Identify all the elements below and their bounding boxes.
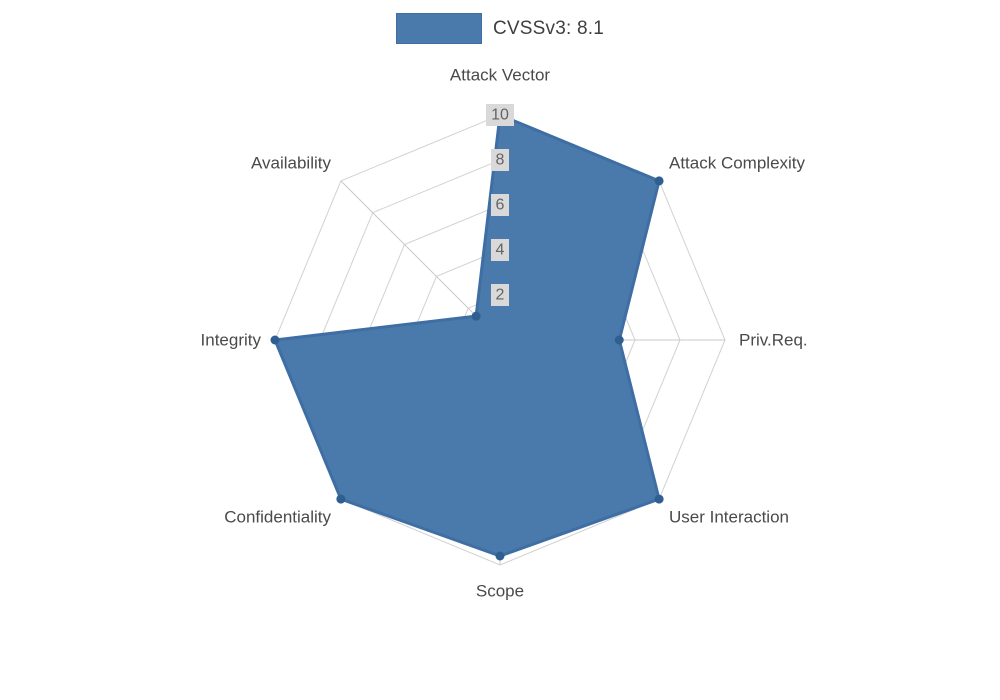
axis-label-attack-vector: Attack Vector [450,66,550,85]
tick-backdrop [486,104,514,126]
tick-label: 4 [496,242,505,259]
tick-backdrop [491,194,509,216]
tick-label: 6 [496,197,505,214]
chart-legend: CVSSv3: 8.1 [0,13,1000,44]
tick-backdrop [491,239,509,261]
data-point [654,494,664,504]
axis-label-integrity: Integrity [201,331,262,350]
data-point [614,335,624,345]
axis-label-priv-req-: Priv.Req. [739,331,808,350]
tick-label: 10 [491,107,509,124]
axis-label-availability: Availability [251,154,332,173]
data-point [336,494,346,504]
data-point [270,335,280,345]
tick-label: 8 [496,152,505,169]
tick-backdrop [491,149,509,171]
data-polygon [273,113,661,558]
axis-label-attack-complexity: Attack Complexity [669,154,806,173]
legend-color-swatch [396,13,482,44]
legend-label: CVSSv3: 8.1 [493,17,604,39]
axis-label-scope: Scope [476,582,524,601]
data-point [495,551,505,561]
tick-backdrop [491,284,509,306]
axis-label-confidentiality: Confidentiality [224,507,331,526]
data-point [471,311,481,321]
data-point [654,176,664,186]
axis-label-user-interaction: User Interaction [669,507,789,526]
tick-label: 2 [496,287,505,304]
